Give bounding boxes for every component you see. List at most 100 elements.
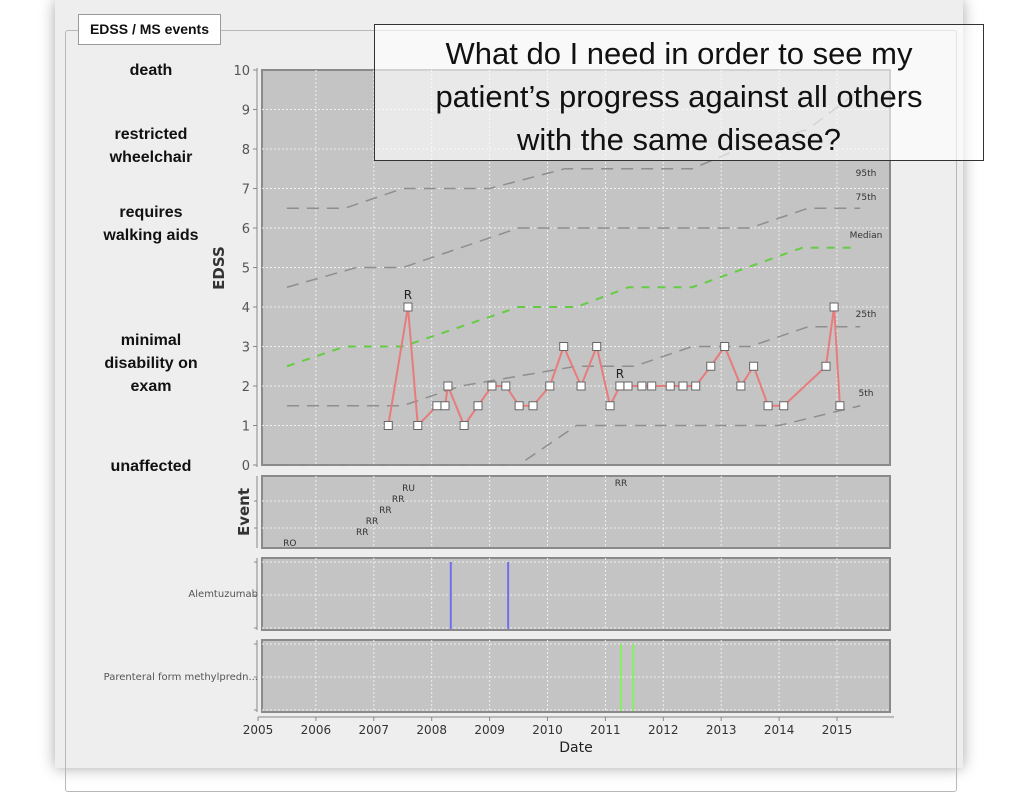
x-axis-label: Date <box>559 740 592 756</box>
patient-edss-point <box>413 421 423 430</box>
event-label: RR <box>366 517 379 527</box>
level-line: requires <box>119 204 183 221</box>
patient-edss-point <box>514 401 524 411</box>
x-tick-label: 2014 <box>764 723 795 737</box>
patient-edss-point <box>736 381 746 391</box>
patient-edss-point <box>501 381 511 391</box>
patient-edss-point <box>691 381 701 391</box>
level-unaffected: unaffected <box>110 458 192 475</box>
question-callout: What do I need in order to see my patien… <box>374 24 984 161</box>
level-walking-aids: requires walking aids <box>86 201 216 247</box>
y-tick-label: 9 <box>242 104 250 119</box>
x-tick-label: 2012 <box>648 723 679 737</box>
y-tick-label: 3 <box>242 341 250 356</box>
event-axis-label: Event <box>235 488 253 536</box>
percentile-label: 25th <box>856 310 877 320</box>
patient-edss-point <box>706 361 716 371</box>
patient-edss-point <box>459 421 469 430</box>
methylprednisolone-plot <box>254 639 891 713</box>
percentile-line-5th <box>286 405 861 466</box>
y-tick-label: 0 <box>242 459 250 474</box>
percentile-label: 75th <box>856 193 877 203</box>
x-tick-label: 2011 <box>590 723 621 737</box>
x-tick-label: 2009 <box>474 723 505 737</box>
level-line: disability on <box>104 355 198 372</box>
y-tick-label: 1 <box>242 420 250 435</box>
patient-edss-point <box>545 381 555 391</box>
percentile-label: 95th <box>856 169 877 179</box>
callout-line: with the same disease? <box>517 122 841 157</box>
group-title: EDSS / MS events <box>78 14 221 45</box>
patient-edss-point <box>821 361 831 371</box>
x-tick-label: 2010 <box>532 723 563 737</box>
y-axis-label: EDSS <box>210 246 228 290</box>
x-tick-label: 2013 <box>706 723 737 737</box>
level-minimal-disability: minimal disability on exam <box>86 329 216 398</box>
y-tick-label: 5 <box>242 262 250 277</box>
percentile-line-75th <box>286 207 861 288</box>
level-death: death <box>129 62 173 79</box>
level-line: walking aids <box>103 227 199 244</box>
event-label: RO <box>283 539 296 549</box>
y-tick-label: 2 <box>242 380 250 395</box>
patient-edss-point <box>829 302 839 312</box>
percentile-line-median <box>286 246 855 368</box>
patient-edss-point <box>835 401 845 411</box>
plot-background <box>261 475 891 549</box>
patient-edss-point <box>605 401 615 411</box>
patient-edss-point <box>473 401 483 411</box>
percentile-label: Median <box>850 231 883 241</box>
relapse-annotation: R <box>404 288 412 302</box>
alemtuzumab-label: Alemtuzumab <box>188 589 258 600</box>
level-line: exam <box>130 378 172 395</box>
patient-edss-point <box>383 421 393 430</box>
plot-background <box>261 639 891 713</box>
event-label: RR <box>392 495 405 505</box>
percentile-label: 5th <box>859 389 874 399</box>
x-axis: 2005 2006 2007 2008 2009 2010 2011 2012 2013 2014… <box>243 716 894 737</box>
callout-line: What do I need in order to see my <box>445 36 913 71</box>
event-label: RU <box>402 484 415 494</box>
callout-line: patient’s progress against all others <box>435 79 923 114</box>
patient-edss-point <box>647 381 657 391</box>
level-line: minimal <box>120 332 182 349</box>
level-line: restricted <box>114 126 188 143</box>
patient-edss-point <box>592 342 602 351</box>
patient-edss-point <box>432 401 442 411</box>
patient-edss-point <box>443 381 453 391</box>
patient-edss-point <box>559 342 569 351</box>
patient-edss-point <box>576 381 586 391</box>
plot-background <box>261 557 891 631</box>
x-tick-label: 2007 <box>359 723 390 737</box>
relapse-annotation: R <box>616 367 624 381</box>
patient-edss-point <box>720 342 730 351</box>
event-label: RR <box>615 479 628 489</box>
patient-edss-point <box>779 401 789 411</box>
level-restricted-wheelchair: restricted wheelchair <box>86 123 216 169</box>
y-tick-label: 8 <box>242 143 250 158</box>
y-tick-label: 6 <box>242 222 250 237</box>
patient-edss-point <box>623 381 633 391</box>
patient-edss-point <box>440 401 450 411</box>
event-label: RR <box>379 506 392 516</box>
patient-edss-point <box>678 381 688 391</box>
alemtuzumab-plot <box>254 557 891 631</box>
x-tick-label: 2005 <box>243 723 274 737</box>
patient-edss-point <box>637 381 647 391</box>
patient-edss-point <box>763 401 773 411</box>
y-tick-label: 7 <box>242 183 250 198</box>
x-tick-label: 2008 <box>416 723 447 737</box>
x-tick-label: 2015 <box>822 723 853 737</box>
patient-edss-point <box>403 302 413 312</box>
y-tick-label: 10 <box>233 64 250 79</box>
level-line: wheelchair <box>109 149 193 166</box>
x-tick-label: 2006 <box>301 723 332 737</box>
patient-edss-point <box>528 401 538 411</box>
y-tick-label: 4 <box>242 301 250 316</box>
event-label: RR <box>356 528 369 538</box>
patient-edss-point <box>749 361 759 371</box>
methylprednisolone-label: Parenteral form methylpredn... <box>104 672 258 683</box>
patient-edss-point <box>487 381 497 391</box>
patient-edss-point <box>665 381 675 391</box>
